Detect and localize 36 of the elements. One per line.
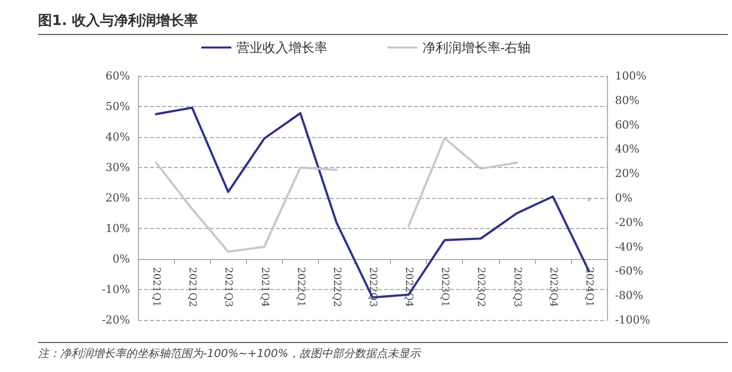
x-tick-label: 2022Q1 (294, 267, 306, 308)
y2-tick-label: -80% (615, 289, 644, 302)
y2-tick-label: 40% (615, 142, 640, 156)
y-tick-label: -20% (102, 314, 130, 326)
x-tick-label: 2023Q1 (439, 267, 450, 308)
y-tick-label: 30% (106, 161, 130, 174)
y2-tick-label: -60% (615, 264, 644, 278)
x-tick-label: 2024Q1 (583, 267, 594, 308)
y2-tick-label: 0% (615, 192, 632, 204)
y-tick-label: 40% (106, 130, 130, 144)
y2-tick-label: 20% (615, 167, 640, 180)
y-tick-label: 10% (106, 222, 130, 235)
y-tick-label: 20% (106, 192, 130, 204)
x-tick-label: 2021Q2 (186, 267, 198, 308)
y-tick-label: 50% (106, 100, 130, 113)
y2-tick-label: 80% (615, 94, 640, 107)
chart-title: 图1. 收入与净利润增长率 (38, 12, 728, 35)
y2-tick-label: -100% (615, 314, 650, 326)
y-tick-label: 60% (106, 70, 130, 82)
x-tick-label: 2021Q4 (258, 267, 270, 308)
x-tick-label: 2022Q2 (330, 267, 342, 308)
text: 注：净利润增长率的坐标轴范围为-100%~+100%，故图中部分数据点未显示 (38, 346, 422, 361)
x-tick-label: 2023Q3 (511, 267, 522, 308)
x-tick-label: 2023Q4 (547, 267, 558, 308)
x-tick-label: 2021Q3 (222, 267, 234, 308)
y-tick-label: -10% (102, 283, 130, 296)
y-tick-label: 0% (112, 252, 130, 266)
y2-tick-label: -20% (615, 216, 644, 229)
x-tick-label: 2022Q3 (367, 267, 378, 308)
y2-tick-label: 100% (615, 70, 646, 82)
y2-tick-label: -40% (615, 240, 644, 254)
x-tick-label: 2021Q1 (150, 267, 162, 308)
y2-tick-label: 60% (615, 118, 640, 132)
legend-label: 净利润增长率-右轴 (422, 40, 531, 55)
x-tick-label: 2023Q2 (475, 267, 486, 308)
legend-label: 营业收入增长率 (236, 40, 328, 55)
